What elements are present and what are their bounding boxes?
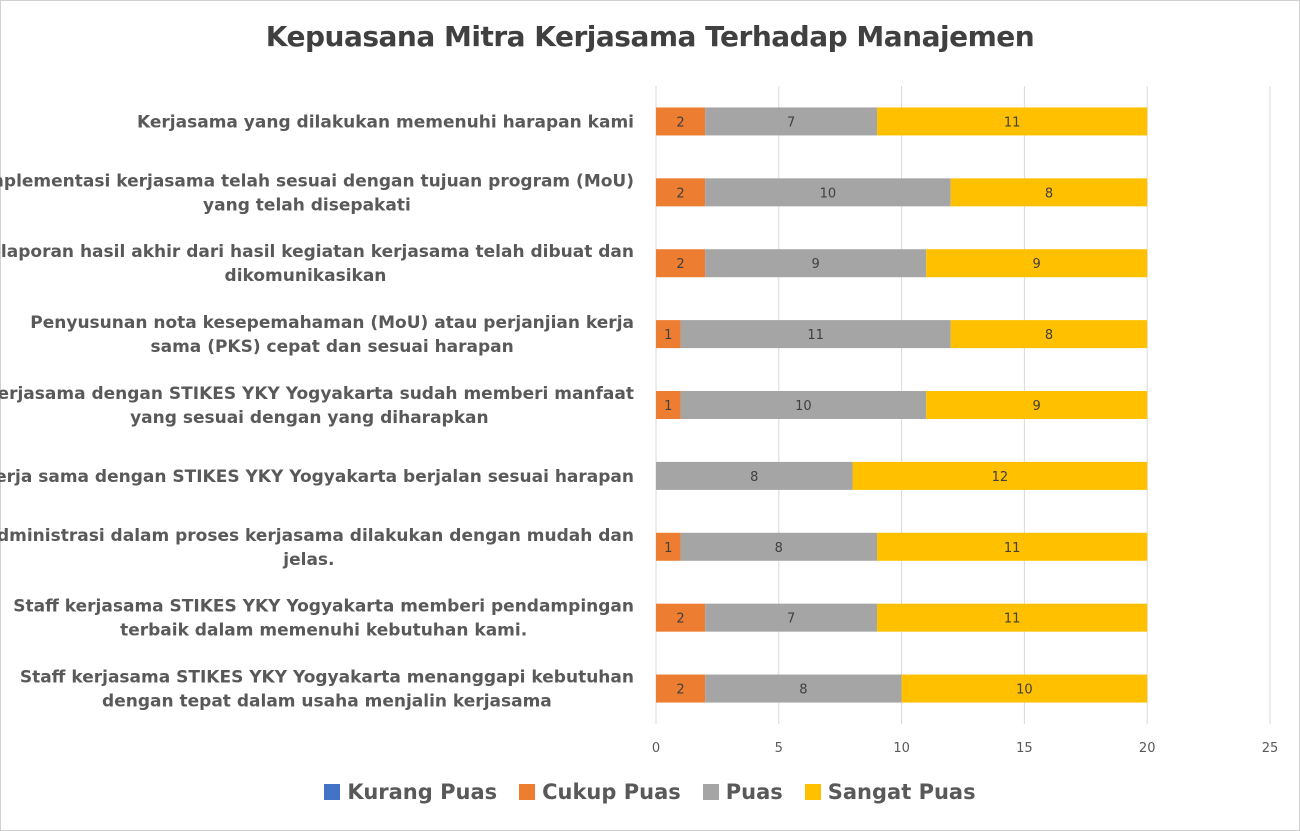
bar-segment xyxy=(680,320,951,349)
legend-item: Kurang Puas xyxy=(324,780,497,804)
data-label: 1 xyxy=(664,328,672,343)
data-label: 7 xyxy=(787,115,795,130)
bar-segment xyxy=(705,178,951,207)
category-label: yang telah disepakati xyxy=(203,195,411,215)
category-label: Kerjasama dengan STIKES YKY Yogyakarta s… xyxy=(0,384,634,404)
bar-segment xyxy=(926,249,1148,278)
bar-segment xyxy=(656,320,681,349)
x-tick-label: 20 xyxy=(1139,741,1156,756)
data-label: 9 xyxy=(1033,257,1041,272)
data-label: 12 xyxy=(992,470,1009,485)
data-label: 8 xyxy=(1045,186,1053,201)
bar-segment xyxy=(705,249,927,278)
x-tick-label: 0 xyxy=(652,741,660,756)
data-label: 2 xyxy=(676,186,684,201)
data-label: 11 xyxy=(1004,115,1021,130)
bar-segment xyxy=(950,320,1148,349)
category-label: dengan tepat dalam usaha menjalin kerjas… xyxy=(102,692,552,712)
data-label: 9 xyxy=(811,257,819,272)
bar-segment xyxy=(950,178,1148,207)
data-label: 8 xyxy=(775,541,783,556)
bar-segment xyxy=(926,391,1148,419)
chart-title: Kepuasana Mitra Kerjasama Terhadap Manaj… xyxy=(265,20,1035,53)
bar-segment xyxy=(705,603,878,632)
category-label: Kerja sama dengan STIKES YKY Yogyakarta … xyxy=(0,467,634,487)
category-label: dikomunikasikan xyxy=(225,266,387,286)
category-label: sama (PKS) cepat dan sesuai harapan xyxy=(151,337,514,357)
bar-segment xyxy=(901,674,1148,703)
category-label: terbaik dalam memenuhi kebutuhan kami. xyxy=(120,621,527,641)
data-label: 1 xyxy=(664,541,672,556)
data-label: 1 xyxy=(664,399,672,414)
category-label: jelas. xyxy=(282,550,334,570)
data-label: 8 xyxy=(1045,328,1053,343)
bar-segment xyxy=(656,107,706,136)
x-tick-label: 15 xyxy=(1016,741,1033,756)
legend-label: Kurang Puas xyxy=(347,780,498,804)
legend-swatch xyxy=(324,784,341,800)
category-label: Staff kerjasama STIKES YKY Yogyakarta me… xyxy=(20,668,634,688)
data-label: 10 xyxy=(1016,683,1033,698)
data-label: 2 xyxy=(676,115,684,130)
data-label: 9 xyxy=(1033,399,1041,414)
legend-label: Sangat Puas xyxy=(827,780,976,804)
bar-segment xyxy=(680,391,927,419)
data-label: 10 xyxy=(795,399,812,414)
bar-segment xyxy=(656,532,681,561)
bar-segment xyxy=(656,391,681,419)
data-label: 2 xyxy=(676,612,684,627)
bar-segment xyxy=(852,461,1148,490)
chart-legend: Kurang Puas Cukup Puas Puas Sangat Puas xyxy=(0,780,1300,804)
category-label: Pelaporan hasil akhir dari hasil kegiata… xyxy=(0,242,634,262)
data-label: 11 xyxy=(1004,612,1021,627)
category-label: Implementasi kerjasama telah sesuai deng… xyxy=(0,171,634,191)
legend-item: Sangat Puas xyxy=(804,780,976,804)
bar-segment xyxy=(656,178,706,207)
data-label: 8 xyxy=(799,683,807,698)
bar-segment xyxy=(877,603,1148,632)
bar-segment xyxy=(656,603,706,632)
bar-segment xyxy=(705,107,878,136)
legend-label: Puas xyxy=(725,780,783,804)
legend-item: Puas xyxy=(702,780,783,804)
data-label: 2 xyxy=(676,683,684,698)
data-label: 11 xyxy=(1004,541,1021,556)
bar-segment xyxy=(656,461,853,490)
data-label: 10 xyxy=(820,186,837,201)
legend-swatch xyxy=(804,784,821,800)
bar-segment xyxy=(656,674,706,703)
data-label: 11 xyxy=(807,328,824,343)
legend-swatch xyxy=(519,784,536,800)
bar-segment xyxy=(877,107,1148,136)
data-label: 8 xyxy=(750,470,758,485)
legend-swatch xyxy=(702,784,719,800)
bar-segment xyxy=(680,532,878,561)
bar-segment xyxy=(656,249,706,278)
category-label: Kerjasama yang dilakukan memenuhi harapa… xyxy=(137,112,634,132)
bar-segment xyxy=(877,532,1148,561)
category-label: Penyusunan nota kesepemahaman (MoU) atau… xyxy=(30,313,634,333)
legend-item: Cukup Puas xyxy=(519,780,681,804)
x-tick-label: 25 xyxy=(1262,741,1279,756)
category-label: yang sesuai dengan yang diharapkan xyxy=(130,408,489,428)
x-tick-label: 5 xyxy=(775,741,783,756)
x-tick-label: 10 xyxy=(893,741,910,756)
category-label: Administrasi dalam proses kerjasama dila… xyxy=(0,526,634,546)
category-label: Staff kerjasama STIKES YKY Yogyakarta me… xyxy=(13,597,634,617)
data-label: 7 xyxy=(787,612,795,627)
data-label: 2 xyxy=(676,257,684,272)
bar-segment xyxy=(705,674,902,703)
legend-label: Cukup Puas xyxy=(542,780,681,804)
